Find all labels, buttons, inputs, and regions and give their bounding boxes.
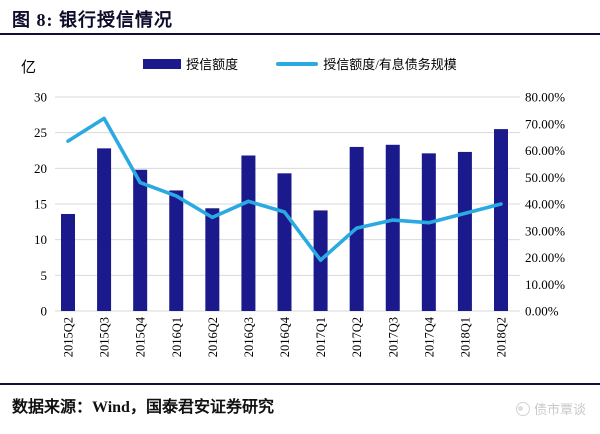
- brand-icon: [515, 401, 530, 416]
- svg-text:0.00%: 0.00%: [525, 304, 559, 319]
- svg-text:2018Q2: 2018Q2: [495, 317, 509, 357]
- footer-divider: [0, 383, 600, 385]
- bar-2015Q2: [61, 213, 75, 311]
- svg-text:30: 30: [34, 90, 47, 105]
- bar-series-label: 授信额度: [186, 57, 239, 72]
- line-series-swatch: [276, 61, 319, 66]
- svg-text:20: 20: [34, 161, 47, 176]
- bar-series-swatch: [143, 58, 182, 69]
- title-divider: [0, 33, 600, 35]
- bar-2017Q3: [385, 144, 400, 311]
- line-series-label: 授信额度/有息债务规模: [323, 57, 457, 72]
- bar-2016Q3: [241, 155, 256, 311]
- bar-2015Q3: [97, 148, 112, 311]
- source-note: 数据来源：Wind，国泰君安证券研究: [12, 399, 274, 416]
- svg-text:2016Q3: 2016Q3: [242, 317, 256, 357]
- chart-canvas: 30 25 20 15 10 5 0 80.00% 70.00% 60.00% 50.00% 40.0…: [34, 90, 565, 358]
- bar-2016Q2: [205, 208, 220, 311]
- bar-2016Q1: [169, 190, 184, 311]
- chart-legend: 授信额度 授信额度/有息债务规模: [0, 54, 600, 73]
- svg-text:2017Q4: 2017Q4: [422, 316, 436, 357]
- brand-label: 债市覃谈: [533, 402, 586, 417]
- watermark: 债市覃谈: [515, 399, 586, 418]
- svg-text:80.00%: 80.00%: [525, 90, 565, 105]
- ratio-line: [66, 116, 503, 262]
- bar-2018Q2: [494, 129, 508, 311]
- svg-text:0: 0: [41, 304, 48, 319]
- svg-text:10.00%: 10.00%: [525, 277, 565, 292]
- svg-text:2015Q3: 2015Q3: [98, 317, 112, 357]
- svg-text:2018Q1: 2018Q1: [458, 317, 472, 357]
- bar-2016Q4: [277, 173, 292, 311]
- svg-text:25: 25: [34, 125, 47, 140]
- svg-text:15: 15: [34, 197, 47, 212]
- svg-text:40.00%: 40.00%: [525, 197, 565, 212]
- svg-text:60.00%: 60.00%: [525, 143, 565, 158]
- svg-text:5: 5: [41, 268, 48, 283]
- svg-text:30.00%: 30.00%: [525, 223, 565, 238]
- bar-2017Q4: [421, 153, 436, 311]
- credit-combo-chart: 30 25 20 15 10 5 0 80.00% 70.00% 60.00% 50.00% 40.0…: [0, 38, 600, 383]
- bar-2018Q1: [457, 151, 472, 311]
- svg-text:10: 10: [34, 232, 47, 247]
- left-axis-unit-label: 亿: [21, 60, 37, 76]
- svg-text:20.00%: 20.00%: [525, 250, 565, 265]
- legend-item-bar: 授信额度: [143, 54, 238, 73]
- svg-text:2015Q2: 2015Q2: [62, 317, 76, 357]
- svg-text:50.00%: 50.00%: [525, 170, 565, 185]
- svg-text:2017Q3: 2017Q3: [386, 317, 400, 357]
- page-title: 图 8: 银行授信情况: [12, 10, 173, 30]
- svg-text:2017Q2: 2017Q2: [350, 317, 364, 357]
- svg-text:2016Q1: 2016Q1: [170, 317, 184, 357]
- svg-text:2015Q4: 2015Q4: [134, 316, 148, 357]
- svg-text:2016Q4: 2016Q4: [278, 316, 292, 357]
- svg-text:2017Q1: 2017Q1: [314, 317, 328, 357]
- bar-2015Q4: [133, 169, 148, 311]
- svg-text:2016Q2: 2016Q2: [206, 317, 220, 357]
- legend-item-line: 授信额度/有息债务规模: [276, 54, 457, 73]
- svg-text:70.00%: 70.00%: [525, 116, 565, 131]
